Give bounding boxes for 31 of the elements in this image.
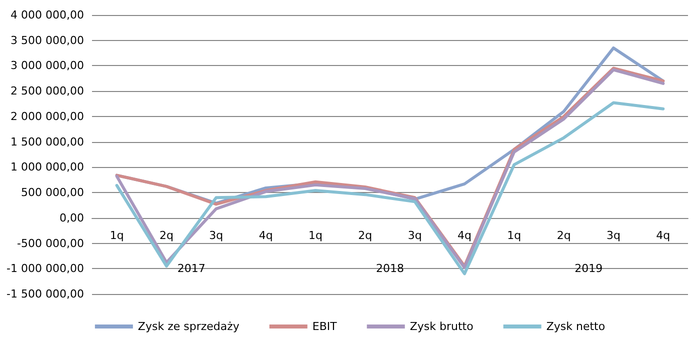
annotation: 2019 [574,262,603,276]
y-tick-label: 3 500 000,00 [10,34,84,47]
x-tick-label: 4q [258,228,273,242]
y-tick-label: -1 500 000,00 [6,288,84,300]
y-tick-label: -500 000,00 [17,236,84,250]
y-tick-label: 1 000 000,00 [10,160,84,174]
y-tick-label: -1 000 000,00 [6,262,84,276]
legend-label: Zysk netto [546,320,606,333]
x-tick-label: 1q [308,228,322,242]
x-tick-label: 2q [556,228,571,242]
x-tick-label: 2q [358,228,372,242]
annotation: 2017 [177,262,206,276]
x-tick-label: 4q [656,228,670,242]
legend-label: Zysk brutto [410,320,474,333]
x-tick-label: 1q [110,228,124,242]
legend-label: EBIT [312,320,338,333]
y-tick-label: 1 500 000,00 [10,135,84,148]
annotation: 2018 [376,262,404,276]
x-tick-label: 2q [160,228,174,242]
x-tick-label: 3q [209,228,224,242]
y-tick-label: 2 000 000,00 [10,110,84,123]
x-tick-label: 4q [458,228,472,242]
y-tick-label: 0,00 [60,211,84,224]
x-tick-label: 1q [507,228,522,242]
x-tick-label: 3q [408,228,422,242]
y-tick-label: 4 000 000,00 [10,8,84,22]
y-tick-label: 2 500 000,00 [10,84,84,98]
x-tick-label: 3q [606,228,620,242]
y-tick-label: 500 000,00 [21,186,84,200]
y-tick-label: 3 000 000,00 [10,59,84,72]
legend-label: Zysk ze sprzedaży [138,320,240,333]
